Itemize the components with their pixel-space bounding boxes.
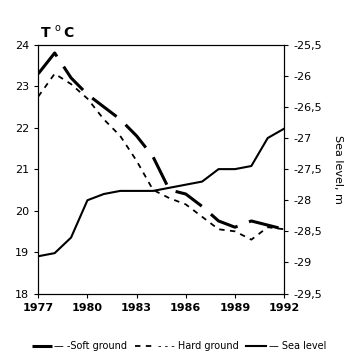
  - Hard ground xyxy=(216,227,221,231)
  -Soft ground xyxy=(69,76,73,80)
  -Soft ground xyxy=(167,188,171,192)
  -Soft ground xyxy=(266,223,270,227)
Sea level xyxy=(249,164,253,168)
  -Soft ground xyxy=(53,51,57,55)
Y-axis label: Sea level, m: Sea level, m xyxy=(333,135,343,203)
  - Hard ground xyxy=(53,72,57,76)
  - Hard ground xyxy=(233,229,237,234)
  - Hard ground xyxy=(36,94,40,99)
  - Hard ground xyxy=(249,238,253,242)
Sea level xyxy=(36,254,40,258)
Line: Sea level: Sea level xyxy=(38,129,284,256)
Sea level xyxy=(266,136,270,140)
Sea level xyxy=(282,126,286,131)
  -Soft ground xyxy=(118,117,122,122)
Sea level xyxy=(167,186,171,190)
  - Hard ground xyxy=(167,196,171,200)
Text: T: T xyxy=(41,26,50,40)
Line:   - Hard ground: - Hard ground xyxy=(38,74,284,240)
Sea level xyxy=(102,192,106,196)
  -Soft ground xyxy=(249,219,253,223)
  - Hard ground xyxy=(282,227,286,231)
  - Hard ground xyxy=(118,134,122,138)
  -Soft ground xyxy=(233,225,237,229)
Sea level xyxy=(85,198,90,202)
  -Soft ground xyxy=(151,154,155,159)
Sea level xyxy=(53,251,57,255)
  -Soft ground xyxy=(184,192,188,196)
  - Hard ground xyxy=(151,188,155,192)
  -Soft ground xyxy=(200,204,204,208)
Sea level xyxy=(233,167,237,171)
Sea level xyxy=(200,179,204,184)
Sea level xyxy=(151,189,155,193)
Text: o: o xyxy=(54,23,60,33)
Sea level xyxy=(216,167,221,171)
Sea level xyxy=(69,235,73,240)
  - Hard ground xyxy=(85,96,90,101)
  - Hard ground xyxy=(135,159,139,163)
Sea level xyxy=(135,189,139,193)
  -Soft ground xyxy=(36,72,40,76)
  - Hard ground xyxy=(266,225,270,229)
  - Hard ground xyxy=(200,215,204,219)
  -Soft ground xyxy=(85,92,90,96)
  - Hard ground xyxy=(102,117,106,122)
Sea level xyxy=(118,189,122,193)
Line:   -Soft ground: -Soft ground xyxy=(38,53,284,229)
  -Soft ground xyxy=(282,227,286,231)
Sea level xyxy=(184,183,188,187)
Legend: — -Soft ground, - - - Hard ground, — Sea level: — -Soft ground, - - - Hard ground, — Sea… xyxy=(28,337,330,355)
Text: C: C xyxy=(63,26,73,40)
  -Soft ground xyxy=(102,105,106,109)
  -Soft ground xyxy=(135,134,139,138)
  - Hard ground xyxy=(69,82,73,86)
  - Hard ground xyxy=(184,202,188,207)
  -Soft ground xyxy=(216,219,221,223)
